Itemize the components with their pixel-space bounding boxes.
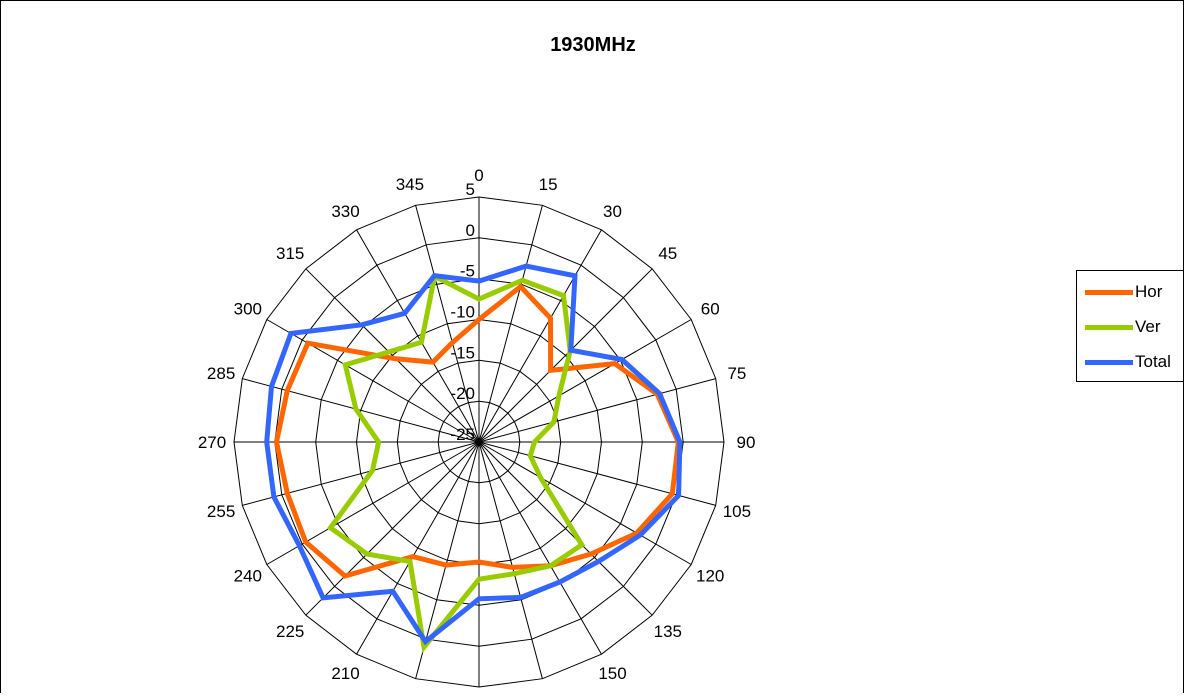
radial-tick-label-1: 0	[466, 221, 475, 240]
grid-spoke-15	[478, 205, 543, 443]
grid-spoke-315	[305, 268, 480, 443]
angle-label-270: 270	[198, 433, 226, 452]
angle-label-45: 45	[658, 244, 677, 263]
angle-label-0: 0	[474, 166, 483, 185]
grid-spoke-165	[478, 441, 543, 679]
angle-label-195: 195	[396, 691, 424, 693]
grid-spoke-60	[478, 319, 692, 443]
grid-spoke-345	[415, 205, 480, 443]
radial-tick-label-3: -10	[450, 303, 475, 322]
grid-spoke-150	[478, 441, 602, 655]
angle-label-105: 105	[723, 502, 751, 521]
radial-tick-label-2: -5	[460, 262, 475, 281]
angle-label-210: 210	[331, 664, 359, 683]
radial-tick-label-0: 5	[466, 180, 475, 199]
angle-label-120: 120	[696, 567, 724, 586]
grid-spoke-135	[478, 441, 653, 616]
angle-label-30: 30	[603, 202, 622, 221]
angle-label-330: 330	[331, 202, 359, 221]
angle-label-315: 315	[276, 244, 304, 263]
radial-tick-label-5: -20	[450, 384, 475, 403]
legend-label-hor: Hor	[1135, 282, 1163, 301]
grid-spoke-240	[266, 441, 480, 565]
angle-label-225: 225	[276, 622, 304, 641]
legend-swatch-ver	[1085, 324, 1133, 330]
legend-label-total: Total	[1135, 352, 1171, 371]
angle-label-345: 345	[396, 175, 424, 194]
radial-tick-label-6: -25	[450, 425, 475, 444]
angle-label-135: 135	[654, 622, 682, 641]
legend: Hor Ver Total	[1076, 270, 1183, 382]
angle-label-165: 165	[534, 691, 562, 693]
angle-label-240: 240	[234, 567, 262, 586]
grid-spoke-285	[242, 378, 480, 443]
legend-item-ver: Ver	[1085, 317, 1161, 337]
grid-spoke-120	[478, 441, 692, 565]
angle-label-60: 60	[701, 300, 720, 319]
series-line-total	[264, 263, 683, 646]
legend-swatch-total	[1085, 359, 1133, 365]
grid-spoke-30	[478, 229, 602, 443]
angle-label-15: 15	[539, 175, 558, 194]
grid-spoke-210	[356, 441, 480, 655]
angle-label-285: 285	[207, 364, 235, 383]
radial-tick-label-4: -15	[450, 343, 475, 362]
legend-item-total: Total	[1085, 352, 1171, 372]
grid-spoke-255	[242, 441, 480, 506]
grid-spoke-75	[478, 378, 716, 443]
angle-label-300: 300	[234, 300, 262, 319]
angle-label-75: 75	[727, 364, 746, 383]
grid-spoke-45	[478, 268, 653, 443]
angle-label-150: 150	[598, 664, 626, 683]
series-line-hor	[273, 283, 681, 579]
legend-item-hor: Hor	[1085, 282, 1162, 302]
angle-label-255: 255	[207, 502, 235, 521]
legend-swatch-hor	[1085, 289, 1133, 295]
chart-title: 1930MHz	[550, 34, 636, 56]
series-line-ver	[326, 272, 586, 654]
grid-spoke-330	[356, 229, 480, 443]
legend-label-ver: Ver	[1135, 317, 1161, 336]
grid-spoke-225	[305, 441, 480, 616]
angle-label-90: 90	[737, 433, 756, 452]
grid-spoke-300	[266, 319, 480, 443]
